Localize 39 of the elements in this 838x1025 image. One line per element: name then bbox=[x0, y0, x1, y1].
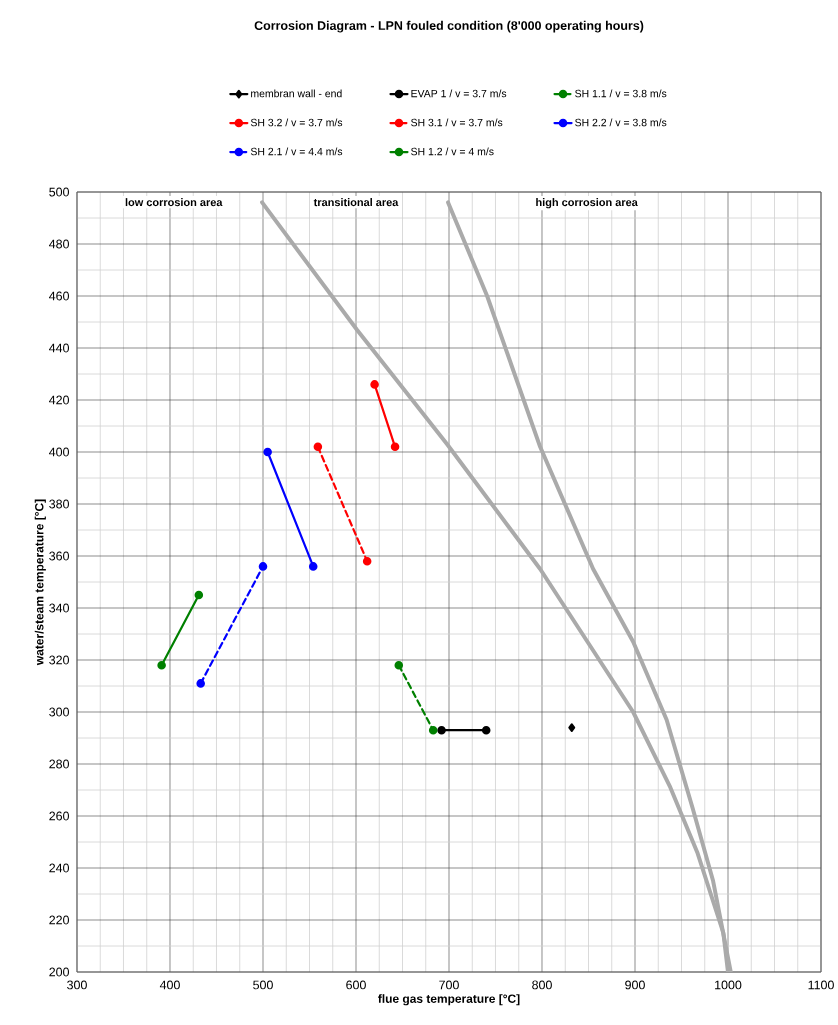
x-tick-label: 1000 bbox=[715, 980, 742, 990]
y-tick-label: 440 bbox=[49, 343, 70, 353]
y-tick-label: 240 bbox=[49, 863, 70, 873]
legend-label: SH 1.1 / v = 3.8 m/s bbox=[575, 89, 667, 98]
y-tick-label: 320 bbox=[49, 655, 70, 665]
annotation: low corrosion area bbox=[125, 198, 223, 207]
annotation: high corrosion area bbox=[536, 198, 638, 209]
x-tick-label: 800 bbox=[532, 980, 553, 990]
legend-label: EVAP 1 / v = 3.7 m/s bbox=[411, 89, 507, 98]
y-tick-label: 460 bbox=[49, 291, 70, 301]
x-tick-label: 900 bbox=[625, 980, 646, 990]
legend-label: SH 2.2 / v = 3.8 m/s bbox=[575, 118, 667, 127]
x-tick-label: 500 bbox=[253, 980, 274, 990]
y-tick-label: 500 bbox=[49, 187, 70, 197]
legend-label: membran wall - end bbox=[251, 89, 342, 98]
y-tick-label: 400 bbox=[49, 447, 70, 457]
x-tick-label: 400 bbox=[160, 980, 181, 990]
x-tick-label: 700 bbox=[439, 980, 460, 990]
legend-label: SH 3.2 / v = 3.7 m/s bbox=[251, 118, 343, 127]
y-tick-label: 420 bbox=[49, 395, 70, 405]
x-tick-label: 600 bbox=[346, 980, 367, 990]
y-axis-title: water/steam temperature [°C] bbox=[34, 499, 47, 666]
y-tick-label: 380 bbox=[49, 499, 70, 509]
legend-label: SH 3.1 / v = 3.7 m/s bbox=[411, 118, 503, 127]
legend-label: SH 1.2 / v = 4 m/s bbox=[411, 147, 494, 156]
chart-title: Corrosion Diagram - LPN fouled condition (8'000 operating hours) bbox=[254, 20, 644, 33]
x-axis-title: flue gas temperature [°C] bbox=[378, 994, 520, 1006]
y-tick-label: 360 bbox=[49, 551, 70, 561]
x-tick-label: 300 bbox=[67, 980, 88, 990]
x-tick-label: 1100 bbox=[808, 980, 835, 990]
y-tick-label: 220 bbox=[49, 915, 70, 925]
y-tick-label: 280 bbox=[49, 759, 70, 769]
y-tick-label: 480 bbox=[49, 239, 70, 249]
annotation: transitional area bbox=[313, 198, 399, 207]
y-tick-label: 340 bbox=[49, 603, 70, 613]
y-tick-label: 200 bbox=[49, 967, 70, 977]
y-tick-label: 260 bbox=[49, 811, 70, 821]
legend-label: SH 2.1 / v = 4.4 m/s bbox=[251, 147, 343, 156]
y-tick-label: 300 bbox=[49, 707, 70, 717]
